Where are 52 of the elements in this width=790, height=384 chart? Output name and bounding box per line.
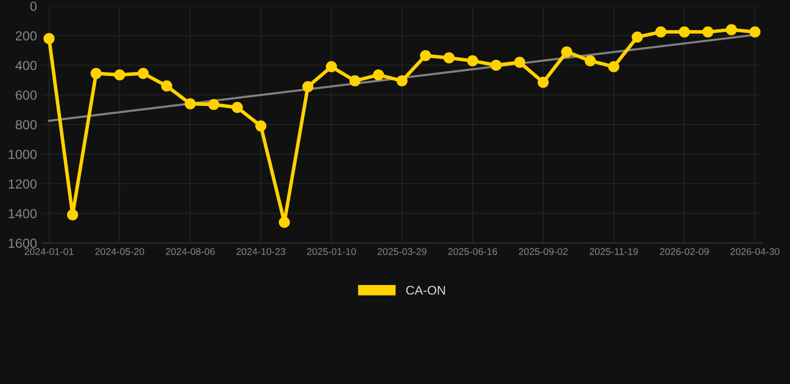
point [420, 50, 432, 62]
point [372, 69, 384, 80]
point [138, 68, 149, 79]
point [184, 98, 196, 110]
point [90, 68, 102, 79]
x-tick-label: 2025-09-02 [518, 248, 568, 255]
x-tick-label: 2025-11-19 [590, 248, 638, 255]
y-tick-label: 1400 [8, 208, 37, 218]
x-tick-label: 2024-10-23 [236, 248, 286, 255]
x-tick-label: 2024-08-06 [166, 248, 215, 255]
point [632, 32, 643, 43]
y-tick-label: 600 [16, 90, 37, 100]
point [302, 81, 314, 92]
point [702, 26, 714, 38]
y-tick-label: 1600 [8, 238, 37, 248]
point [44, 33, 55, 44]
point [608, 61, 620, 72]
point [726, 24, 737, 36]
x-tick-label: 2024-01-01 [24, 248, 74, 255]
point [326, 61, 337, 72]
x-tick-label: 2024-05-20 [95, 248, 144, 255]
point [114, 69, 126, 80]
point [255, 120, 266, 132]
point [232, 102, 243, 114]
point [749, 26, 760, 38]
point [396, 75, 408, 86]
point [208, 98, 220, 110]
point [490, 60, 502, 71]
point [584, 55, 596, 66]
point [655, 26, 666, 38]
x-tick-label: 2026-04-30 [730, 248, 780, 255]
y-tick-label: 1200 [8, 179, 37, 189]
point [561, 46, 572, 58]
point [349, 75, 360, 86]
x-tick-label: 2025-01-10 [307, 248, 356, 255]
x-tick-label: 2025-06-16 [448, 248, 498, 255]
point [444, 52, 455, 64]
point [278, 216, 290, 228]
y-tick-label: 800 [16, 120, 37, 130]
point [514, 56, 526, 68]
x-tick-label: 2025-03-29 [378, 248, 426, 255]
y-tick-label: 1000 [8, 150, 37, 160]
x-tick-label: 2026-02-09 [660, 248, 709, 255]
point [678, 26, 690, 38]
point [538, 76, 549, 88]
point [67, 209, 78, 220]
y-tick-label: 400 [15, 60, 37, 70]
legend-label: CA-ON [406, 286, 445, 295]
y-tick-label: 200 [16, 31, 37, 41]
point [161, 80, 172, 92]
point [467, 55, 478, 66]
y-tick-label: 0 [30, 2, 37, 11]
